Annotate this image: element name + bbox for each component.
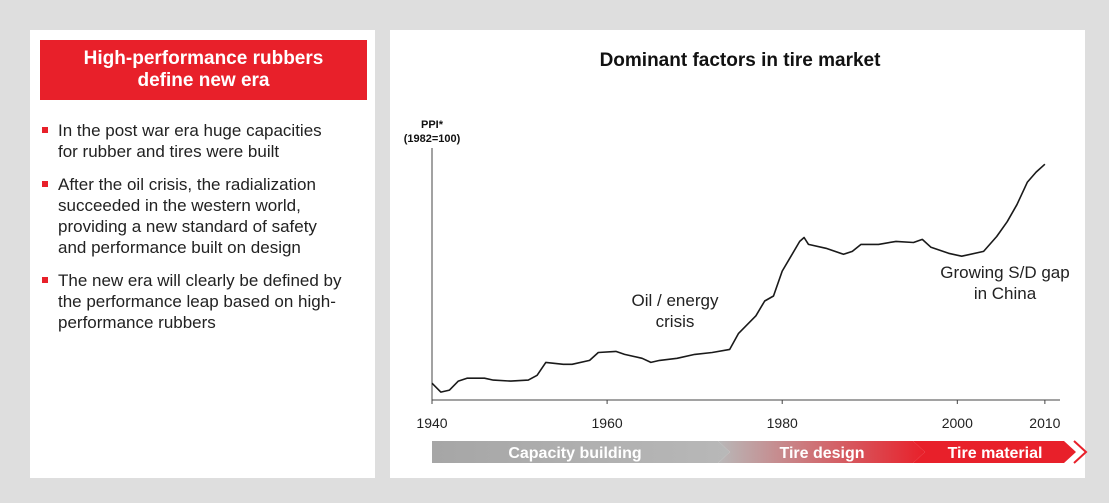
phase-arrow [913, 441, 1076, 463]
x-tick-label: 1980 [767, 415, 798, 431]
x-tick-label: 2000 [942, 415, 973, 431]
bullet-text: The new era will clearly be defined by t… [58, 271, 342, 332]
y-axis-label: PPI* [421, 119, 444, 131]
y-axis-sublabel: (1982=100) [404, 133, 461, 145]
left-panel: High-performance rubbers define new era … [30, 30, 375, 478]
bullet-list: In the post war era huge capacities for … [42, 120, 342, 345]
phase-label: Capacity building [508, 445, 641, 462]
x-tick-label: 1940 [416, 415, 447, 431]
x-tick-label: 1960 [592, 415, 623, 431]
data-line [431, 163, 1046, 393]
x-tick-label: 2010 [1029, 415, 1060, 431]
phase-arrow [432, 441, 730, 463]
chart-title: Dominant factors in tire market [600, 50, 882, 71]
phase-arrow [718, 441, 925, 463]
bullet-text: In the post war era huge capacities for … [58, 121, 322, 161]
phase-chevron [1073, 440, 1088, 464]
bullet: After the oil crisis, the radialization … [42, 174, 342, 258]
phase-label: Tire design [779, 445, 864, 462]
panel-title: High-performance rubbers define new era [40, 40, 367, 100]
phase-label: Tire material [948, 445, 1043, 462]
bullet-text: After the oil crisis, the radialization … [58, 175, 317, 257]
bullet: The new era will clearly be defined by t… [42, 270, 342, 333]
bullet: In the post war era huge capacities for … [42, 120, 342, 162]
annotation: Growing S/D gap in China [940, 263, 1070, 303]
annotation: Oil / energy crisis [631, 291, 719, 331]
